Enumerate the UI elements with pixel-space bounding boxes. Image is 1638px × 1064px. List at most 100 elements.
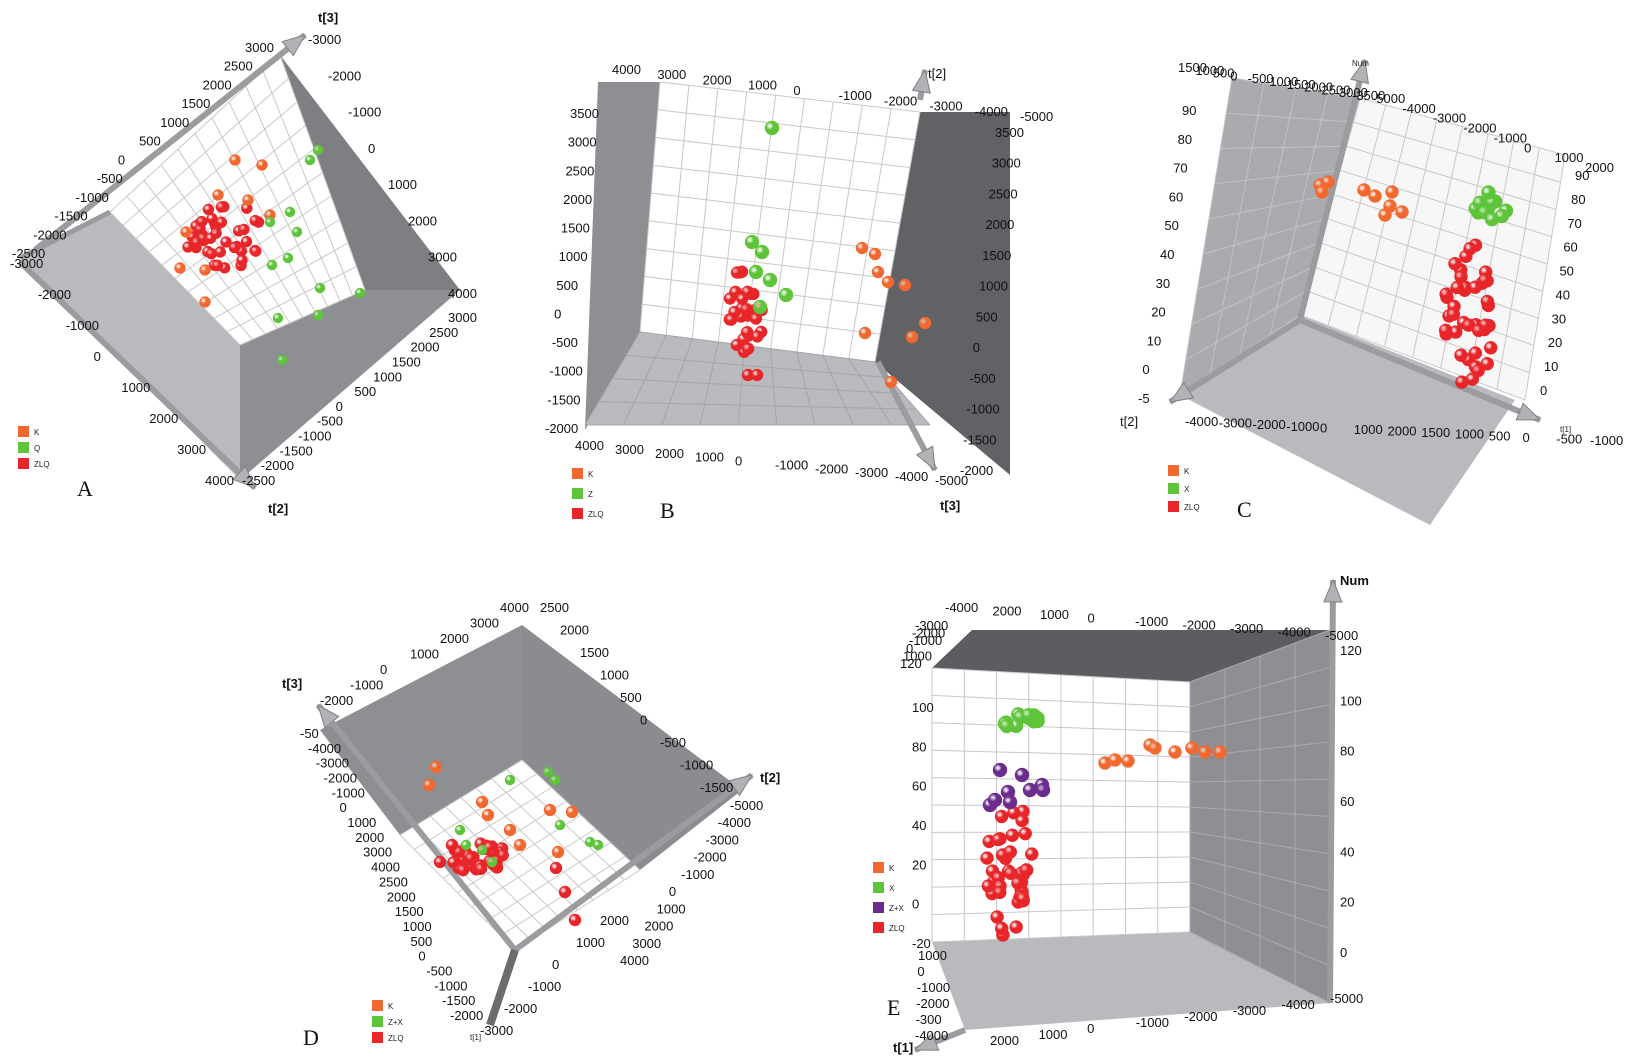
tick-label: -3000	[929, 99, 962, 114]
grid-line	[1209, 82, 1265, 376]
point-ZLQ	[474, 862, 488, 876]
grid-line	[1269, 92, 1329, 336]
tick-label: 3000	[657, 67, 686, 82]
grid-line	[1220, 145, 1347, 149]
grid-line	[1327, 104, 1387, 326]
point-X	[1484, 211, 1500, 227]
tick-label: -2000	[815, 461, 848, 476]
tick-label: -1000	[917, 980, 950, 995]
legend-label: Z	[588, 490, 593, 499]
tick-label: 1000	[160, 115, 189, 130]
axis-name-t2: t[2]	[1120, 414, 1138, 429]
point-Q	[272, 312, 284, 324]
tick-label: 1000	[576, 935, 605, 950]
legend-label: K	[388, 1002, 394, 1011]
point-K	[429, 760, 443, 774]
tick-label: 2000	[993, 604, 1022, 619]
tick-label: 1500	[561, 221, 590, 236]
tick-label: 500	[556, 278, 578, 293]
tick-label: -1500	[963, 432, 996, 447]
axis-t2	[17, 259, 258, 491]
point-ZLQ	[433, 855, 447, 869]
point-ZLQ	[730, 266, 744, 279]
tick-label: 0	[418, 949, 425, 964]
point-ZLQ	[1009, 920, 1023, 934]
grid-line	[1197, 242, 1321, 290]
grid-line	[1179, 77, 1233, 396]
tick-label: -2000	[693, 850, 726, 865]
axis-t3-head	[317, 703, 340, 729]
grid-line	[1339, 169, 1552, 238]
point-K	[918, 316, 932, 330]
point-Q	[312, 144, 324, 156]
grid-line	[1189, 856, 1331, 892]
axis-num	[1327, 579, 1336, 1004]
tick-label: 500	[354, 384, 376, 399]
tick-label: -1500	[700, 780, 733, 795]
point-ZLQ	[994, 921, 1009, 936]
left-wall	[320, 625, 522, 835]
grid-line	[931, 804, 1191, 808]
tick-label: 0	[336, 399, 343, 414]
tick-label: -3000	[1219, 416, 1252, 431]
point-ZLQ	[196, 215, 208, 228]
tick-label: 70	[1567, 216, 1581, 231]
axis-t3-head	[281, 34, 307, 57]
point-K	[905, 330, 919, 344]
tick-label: 4000	[500, 600, 529, 615]
tick-label: 500	[1489, 428, 1511, 443]
point-K	[881, 275, 895, 289]
grid-line	[1346, 145, 1557, 210]
axis-name-t3: t[3]	[940, 498, 960, 513]
tick-label: -3000	[480, 1023, 513, 1038]
tick-label: 1000	[347, 815, 376, 830]
grid-line	[931, 749, 1191, 758]
tick-label: -50	[300, 726, 319, 741]
tick-label: -1000	[528, 979, 561, 994]
tick-label: 500	[411, 934, 433, 949]
tick-label: -3000	[915, 618, 948, 633]
tick-label: -1000	[66, 318, 99, 333]
point-ZLQ	[1478, 273, 1492, 287]
grid-line	[239, 289, 366, 346]
tick-label: -500	[317, 414, 343, 429]
tick-label: 50	[1559, 264, 1573, 279]
point-K	[199, 296, 211, 308]
grid-line	[1355, 112, 1412, 337]
legend-swatch	[572, 508, 583, 519]
tick-label: 40	[1556, 287, 1570, 302]
point-ZLQ	[205, 247, 218, 260]
axis-t2-head	[911, 68, 931, 94]
point-Z	[504, 774, 516, 786]
point-Q	[314, 282, 326, 294]
grid-line	[598, 401, 917, 410]
grid-line	[1189, 881, 1331, 929]
point-ZLQ	[1468, 280, 1482, 295]
point-ZLQ	[1011, 876, 1025, 890]
tick-label: 3000	[632, 936, 661, 951]
tick-label: -4000	[718, 815, 751, 830]
point-ZLQ	[228, 241, 241, 254]
point-ZLQ	[190, 236, 203, 248]
point-Z	[454, 824, 466, 836]
point-ZLQ	[215, 216, 228, 229]
legend-label: Z+X	[388, 1018, 404, 1027]
tick-label: 2000	[990, 1033, 1019, 1048]
point-K	[565, 805, 579, 819]
point-X	[999, 718, 1015, 734]
point-ZLQ	[1019, 863, 1033, 877]
point-K	[551, 845, 565, 859]
grid-line	[639, 331, 876, 363]
grid-line	[1189, 666, 1331, 708]
point-Z	[748, 264, 764, 280]
legend-swatch	[372, 1016, 383, 1027]
point-Z	[542, 766, 554, 778]
axis-t3	[315, 703, 518, 952]
tick-label: -3000	[308, 32, 341, 47]
tick-label: 0	[1230, 68, 1237, 83]
tick-label: -1000	[1136, 1015, 1169, 1030]
tick-label: 1500	[580, 645, 609, 660]
point-Z	[752, 299, 768, 315]
tick-label: -20	[912, 936, 931, 951]
